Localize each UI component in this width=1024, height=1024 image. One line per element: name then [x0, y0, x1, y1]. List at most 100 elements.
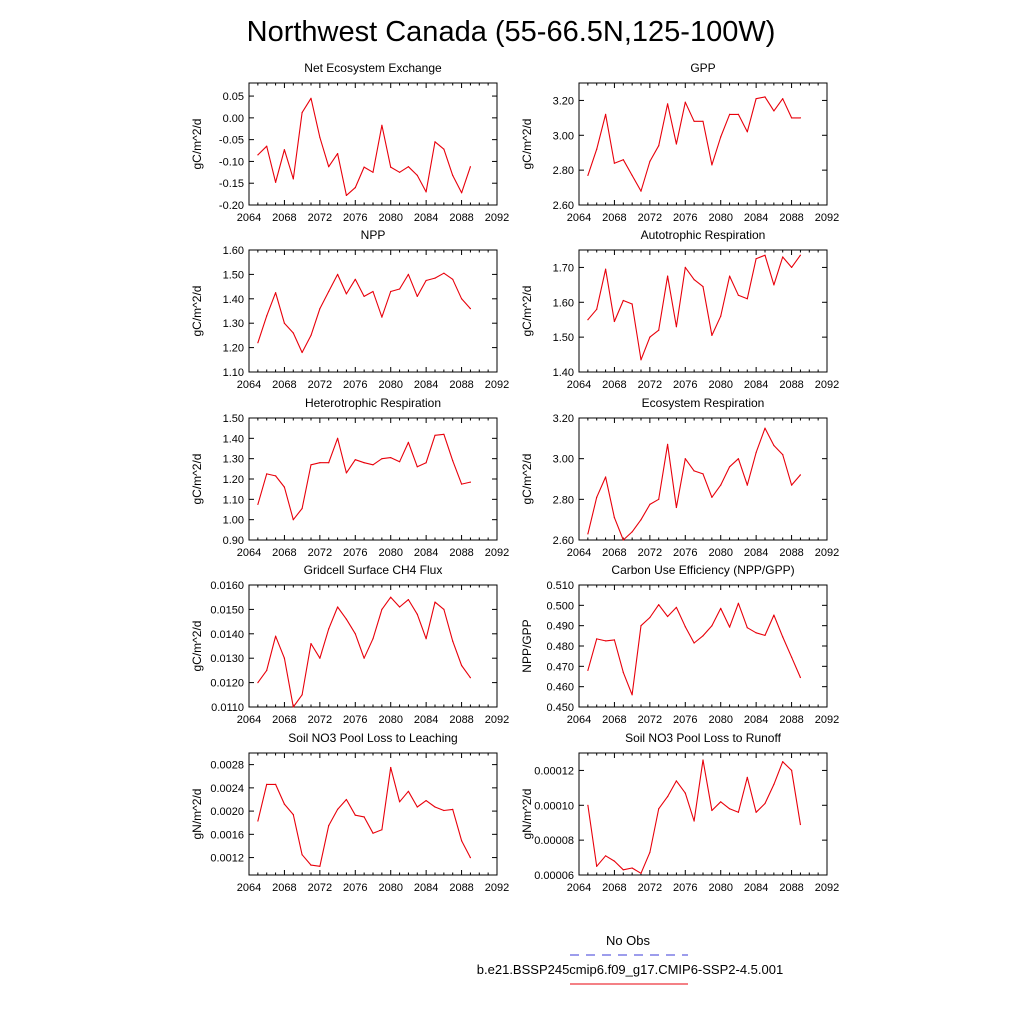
y-tick-label: -0.05 — [219, 135, 244, 147]
data-point — [773, 110, 775, 112]
y-tick-label: 1.10 — [223, 494, 244, 506]
data-point — [605, 113, 607, 115]
data-point — [452, 640, 454, 642]
data-point — [292, 814, 294, 816]
data-point — [693, 642, 695, 644]
x-tick-label: 2092 — [485, 212, 509, 224]
x-tick-label: 2088 — [449, 547, 473, 559]
data-point — [658, 145, 660, 147]
series-line — [587, 96, 801, 192]
y-tick-label: 0.0130 — [210, 653, 244, 665]
series-line — [257, 272, 471, 354]
data-point — [720, 136, 722, 138]
data-point — [443, 272, 445, 274]
chart-panel-9: Soil NO3 Pool Loss to Leaching gN/m^2/d 20… — [190, 731, 509, 894]
data-point — [711, 496, 713, 498]
y-tick-label: 1.00 — [223, 515, 244, 527]
y-tick-label: 0.490 — [546, 621, 574, 633]
data-point — [658, 329, 660, 331]
data-point — [310, 97, 312, 99]
data-point — [372, 290, 374, 293]
y-axis-label: gC/m^2/d — [520, 454, 534, 505]
data-point — [363, 816, 365, 818]
data-point — [301, 351, 303, 354]
data-point — [399, 171, 401, 173]
data-point — [622, 299, 624, 302]
x-tick-label: 2076 — [343, 714, 367, 726]
data-point — [587, 669, 589, 672]
data-point — [631, 174, 633, 176]
x-tick-label: 2064 — [567, 882, 591, 894]
data-point — [310, 334, 312, 336]
data-point — [799, 823, 802, 826]
x-tick-label: 2080 — [708, 882, 732, 894]
x-tick-label: 2084 — [414, 212, 438, 224]
x-tick-label: 2072 — [308, 379, 332, 391]
data-point — [425, 638, 427, 640]
data-point — [658, 808, 660, 810]
data-point — [782, 454, 784, 456]
data-point — [755, 452, 757, 454]
x-tick-label: 2088 — [449, 714, 473, 726]
data-point — [407, 166, 409, 168]
data-point — [399, 606, 401, 608]
data-point — [283, 322, 285, 324]
data-point — [613, 860, 616, 862]
series-line — [587, 427, 801, 541]
x-tick-label: 2092 — [815, 212, 839, 224]
y-tick-label: 1.50 — [553, 332, 574, 344]
data-point — [425, 800, 427, 802]
x-tick-label: 2088 — [449, 379, 473, 391]
data-point — [729, 626, 731, 628]
data-point — [587, 174, 589, 176]
legend-label-no-obs: No Obs — [606, 933, 651, 948]
data-point — [702, 473, 704, 475]
data-point — [631, 694, 633, 696]
y-tick-label: 3.00 — [553, 130, 574, 142]
x-tick-label: 2072 — [638, 547, 662, 559]
data-point — [658, 604, 660, 606]
data-point — [363, 295, 365, 297]
data-point — [443, 608, 445, 611]
data-point — [381, 608, 383, 611]
y-tick-label: 1.30 — [223, 318, 244, 330]
y-tick-label: 1.40 — [223, 433, 244, 445]
data-point — [782, 761, 784, 763]
y-axis-label: gN/m^2/d — [190, 789, 204, 840]
data-point — [407, 273, 409, 275]
data-point — [257, 154, 259, 156]
data-point — [799, 676, 802, 679]
x-tick-label: 2064 — [237, 212, 261, 224]
y-tick-label: 2.60 — [553, 200, 574, 212]
data-point — [702, 286, 704, 288]
data-point — [434, 277, 436, 279]
data-point — [266, 473, 268, 475]
data-point — [416, 613, 418, 615]
data-point — [434, 141, 436, 143]
data-point — [720, 801, 722, 803]
data-point — [337, 808, 339, 811]
y-tick-label: 2.80 — [553, 165, 574, 177]
y-tick-label: 0.00012 — [534, 765, 574, 777]
plot-frame — [248, 82, 498, 206]
data-point — [328, 825, 330, 827]
x-tick-label: 2072 — [308, 714, 332, 726]
data-point — [257, 342, 259, 344]
x-tick-label: 2092 — [485, 882, 509, 894]
legend: No Obs b.e21.BSSP245cmip6.f09_g17.CMIP6-… — [477, 933, 783, 985]
x-tick-label: 2076 — [673, 212, 697, 224]
data-point — [275, 475, 277, 477]
data-point — [399, 461, 401, 463]
x-tick-label: 2084 — [414, 714, 438, 726]
data-point — [425, 462, 427, 464]
y-tick-label: 1.40 — [553, 367, 574, 379]
data-point — [622, 869, 624, 871]
data-point — [469, 857, 471, 859]
data-point — [622, 539, 624, 541]
data-point — [711, 809, 713, 812]
data-point — [613, 162, 616, 164]
data-point — [605, 640, 607, 642]
y-tick-label: 0.0110 — [211, 702, 244, 714]
data-point — [640, 872, 642, 874]
data-point — [729, 275, 731, 277]
